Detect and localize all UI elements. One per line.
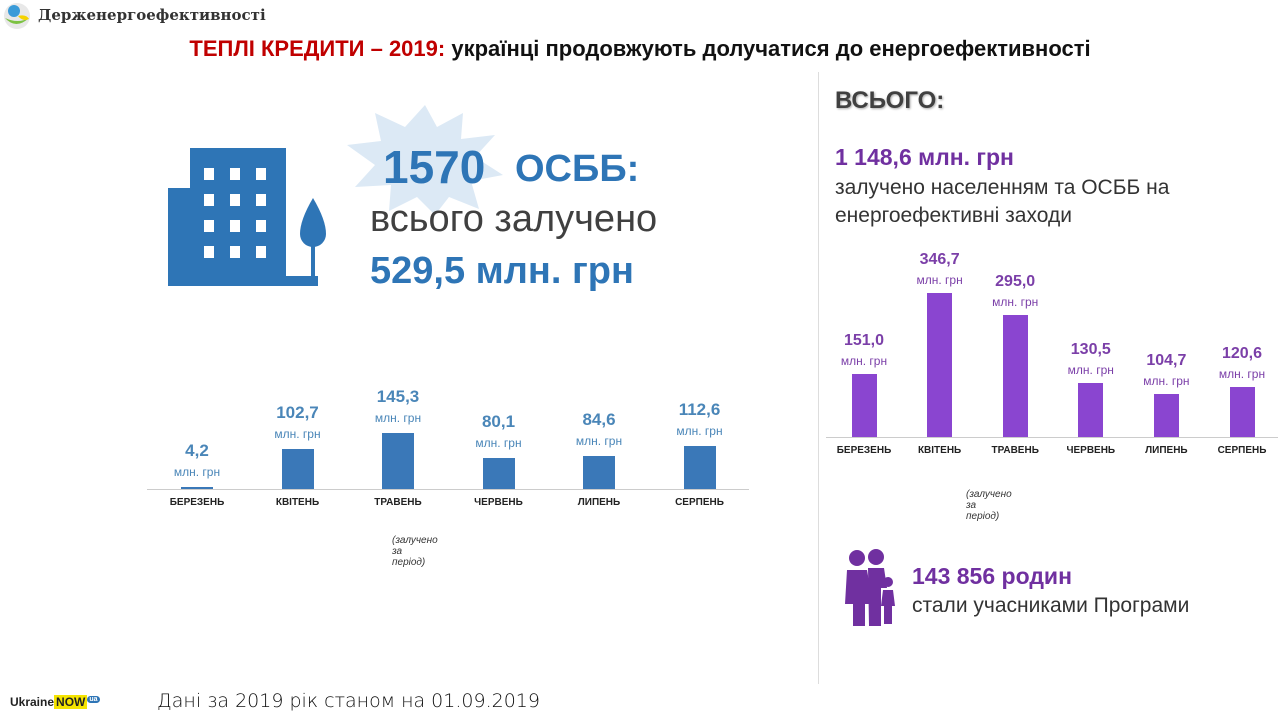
building-icon [168, 148, 326, 286]
total-heading: ВСЬОГО: [835, 87, 945, 114]
logo-icon [4, 3, 30, 29]
bar-0 [181, 487, 213, 489]
bar-4 [583, 456, 615, 489]
brand-badge: ua [87, 696, 100, 703]
osbb-line2: всього залучено [370, 198, 658, 240]
bar-5 [683, 445, 716, 489]
chart-note: (залучено за період) [966, 489, 1012, 522]
value-label: 80,1 [481, 412, 516, 432]
osbb-amount: 529,5 млн. грн [370, 250, 634, 292]
category-label: СЕРПЕНЬ [675, 497, 724, 508]
families-description: стали учасниками Програми [912, 594, 1190, 617]
category-label: ЧЕРВЕНЬ [474, 497, 523, 508]
category-label: СЕРПЕНЬ [1217, 445, 1267, 456]
bar-1 [927, 293, 953, 437]
value-label: 84,6 [582, 410, 616, 430]
unit-label: млн. грн [1067, 362, 1114, 377]
value-label: 346,7 [919, 251, 960, 269]
category-label: КВІТЕНЬ [275, 497, 320, 508]
osbb-count: 1570 [383, 141, 486, 193]
bar-4 [1153, 393, 1179, 437]
title-rest: українці продовжують долучатися до енерг… [445, 36, 1091, 61]
osbb-label: ОСББ: [515, 148, 640, 190]
bar-1 [281, 449, 314, 489]
families-count: 143 856 родин [912, 563, 1072, 589]
ukraine-now-logo: Ukraine NOW ua [10, 695, 100, 709]
divider [818, 72, 819, 684]
value-label: 145,3 [376, 387, 420, 407]
brand-highlight: NOW [54, 695, 88, 709]
value-label: 112,6 [678, 399, 721, 419]
unit-label: млн. грн [1218, 366, 1266, 381]
value-label: 295,0 [995, 272, 1036, 290]
value-label: 120,6 [1221, 344, 1263, 362]
category-label: БЕРЕЗЕНЬ [169, 497, 225, 508]
title-highlight: ТЕПЛІ КРЕДИТИ – 2019: [189, 36, 446, 61]
value-label: 102,7 [276, 403, 319, 423]
bar-5 [1229, 386, 1255, 437]
unit-label: млн. грн [916, 273, 963, 288]
starburst-icon [347, 105, 503, 215]
unit-label: млн. грн [840, 354, 888, 369]
unit-label: млн. грн [475, 436, 522, 451]
category-label: БЕРЕЗЕНЬ [836, 445, 892, 456]
value-label: 104,7 [1146, 351, 1187, 369]
axis-line [826, 437, 1278, 438]
axis-line [147, 489, 749, 490]
family-icon [845, 549, 895, 626]
category-label: КВІТЕНЬ [917, 445, 962, 456]
data-date-note: Дані за 2019 рік станом на 01.09.2019 [157, 690, 540, 712]
unit-label: млн. грн [374, 411, 422, 426]
value-label: 4,2 [185, 441, 209, 461]
category-label: ЛИПЕНЬ [577, 497, 621, 508]
total-description: залучено населенням та ОСББ на енергоефе… [835, 176, 1170, 227]
unit-label: млн. грн [676, 423, 723, 438]
brand-text: Ukraine [10, 695, 55, 709]
bar-2 [1002, 314, 1028, 437]
unit-label: млн. грн [575, 434, 623, 449]
category-label: ЛИПЕНЬ [1145, 445, 1188, 456]
value-label: 130,5 [1070, 340, 1111, 358]
category-label: ЧЕРВЕНЬ [1066, 445, 1116, 456]
unit-label: млн. грн [1143, 373, 1190, 388]
total-amount: 1 148,6 млн. грн [835, 144, 1014, 170]
bar-3 [1078, 382, 1104, 437]
unit-label: млн. грн [274, 427, 321, 442]
org-name: Держенергоефективності [38, 6, 266, 24]
bar-0 [851, 374, 877, 437]
chart-note: (залучено за період) [392, 535, 438, 568]
value-label: 151,0 [843, 332, 885, 350]
unit-label: млн. грн [992, 294, 1039, 309]
bar-2 [382, 433, 414, 489]
category-label: ТРАВЕНЬ [374, 497, 422, 508]
category-label: ТРАВЕНЬ [991, 445, 1039, 456]
bar-3 [482, 458, 515, 489]
page-title: ТЕПЛІ КРЕДИТИ – 2019: українці продовжую… [0, 36, 1280, 62]
unit-label: млн. грн [173, 465, 221, 480]
